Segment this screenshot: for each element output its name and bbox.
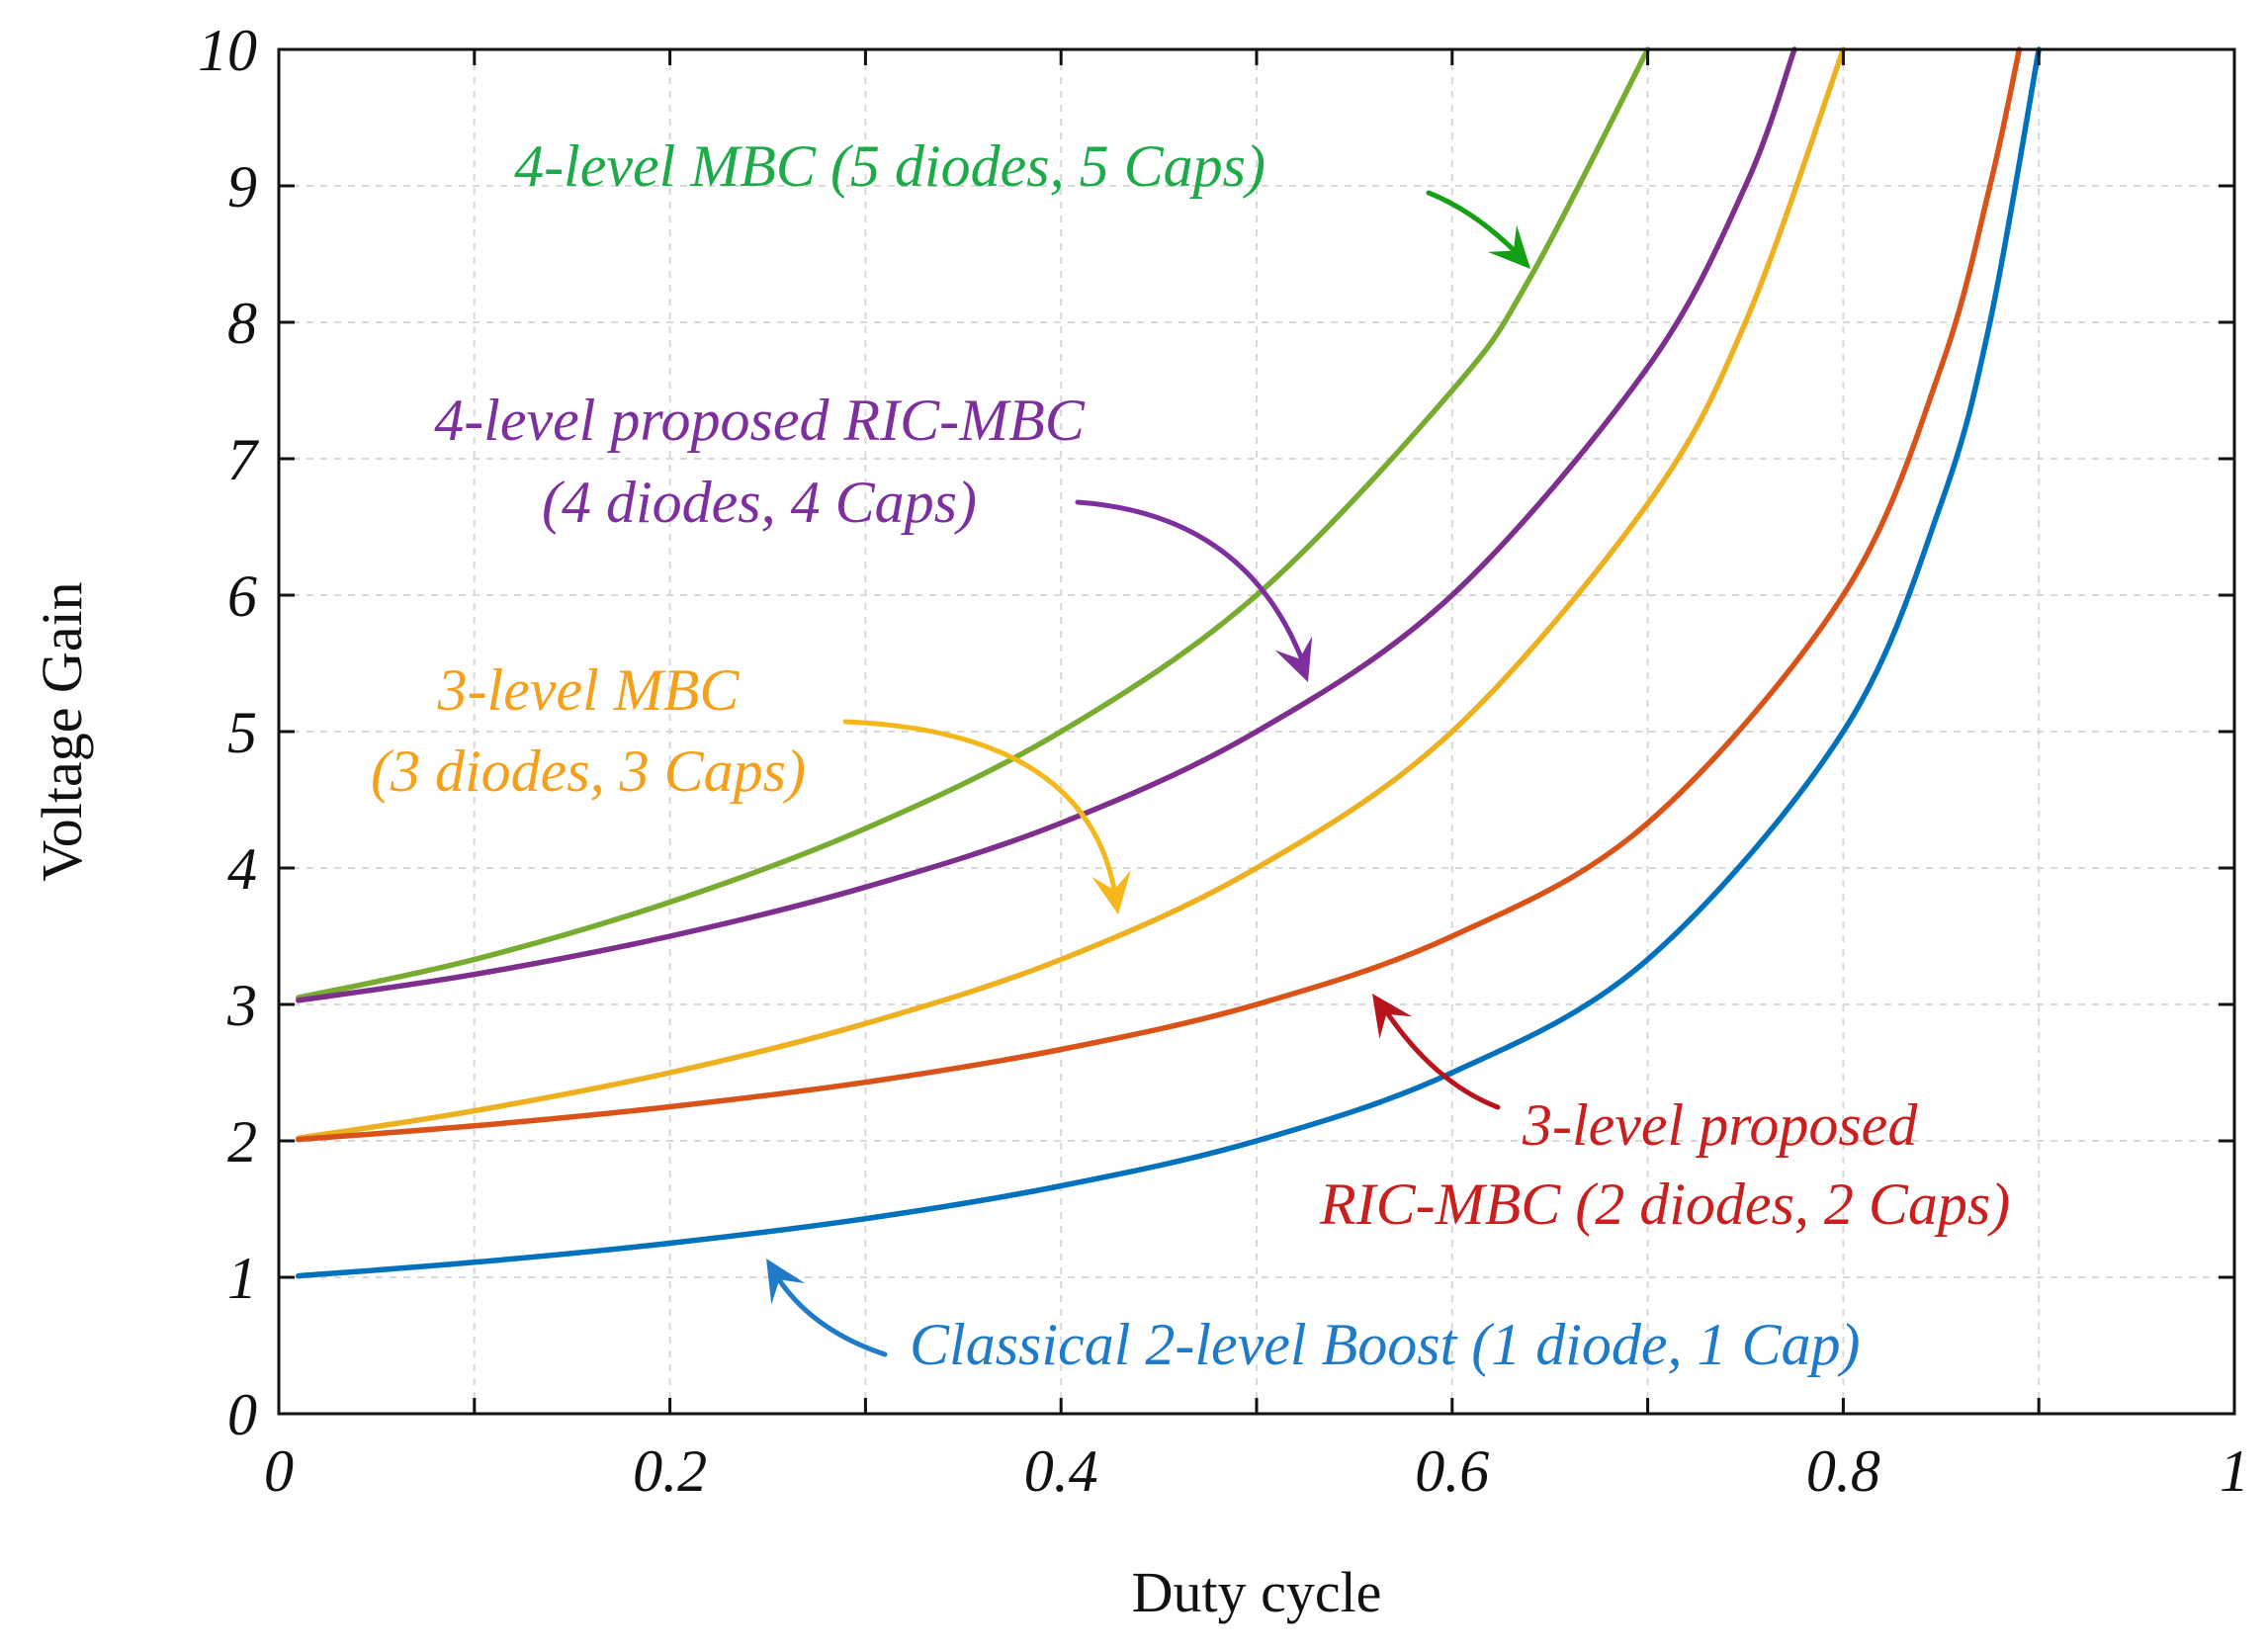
series-line-4-level-mbc bbox=[296, 46, 1651, 1000]
y-tick-label: 1 bbox=[227, 1246, 257, 1311]
y-tick-label: 0 bbox=[227, 1382, 257, 1447]
annotation-3-level-ric-mbc-line-2: RIC-MBC (2 diodes, 2 Caps) bbox=[1319, 1172, 2010, 1237]
arrow-3-level-mbc-head bbox=[1091, 870, 1131, 914]
annotation-4-level-ric-mbc-line-2: (4 diodes, 4 Caps) bbox=[542, 470, 977, 535]
y-tick-label: 10 bbox=[198, 18, 257, 83]
y-tick-label: 4 bbox=[227, 836, 257, 902]
y-tick-label: 9 bbox=[227, 154, 257, 219]
x-tick-labels: 0 0.2 0.4 0.6 0.8 1 bbox=[264, 1438, 2249, 1504]
arrow-4-level-mbc-head bbox=[1487, 224, 1530, 269]
arrow-3-level-mbc bbox=[842, 719, 1118, 898]
x-tick-label: 0.2 bbox=[633, 1438, 707, 1504]
arrow-classical-boost bbox=[773, 1272, 888, 1357]
y-tick-label: 8 bbox=[227, 291, 257, 356]
arrow-3-level-ric-mbc-head bbox=[1372, 994, 1413, 1039]
grid-lines bbox=[279, 49, 2234, 1414]
series-group bbox=[296, 46, 2042, 1279]
x-tick-label: 0.6 bbox=[1415, 1438, 1489, 1504]
series-line-classical-boost bbox=[296, 46, 2042, 1279]
arrow-4-level-mbc bbox=[1426, 190, 1526, 262]
annotation-labels: 4-level MBC (5 diodes, 5 Caps) 4-level pr… bbox=[371, 133, 2010, 1377]
x-axis-label: Duty cycle bbox=[1132, 1560, 1382, 1624]
y-tick-label: 2 bbox=[227, 1109, 257, 1174]
annotation-4-level-mbc-line-1: 4-level MBC (5 diodes, 5 Caps) bbox=[514, 133, 1265, 199]
y-tick-label: 7 bbox=[227, 427, 260, 492]
y-axis-label: Voltage Gain bbox=[30, 581, 94, 881]
y-tick-labels: 0 1 2 3 4 5 6 7 8 9 10 bbox=[198, 18, 260, 1447]
arrow-3-level-ric-mbc bbox=[1381, 1005, 1501, 1110]
x-tick-label: 1 bbox=[2220, 1438, 2249, 1504]
x-tick-label: 0 bbox=[264, 1438, 294, 1504]
axis-ticks bbox=[277, 47, 2236, 1416]
y-tick-label: 6 bbox=[227, 564, 257, 629]
annotation-classical-boost-line-1: Classical 2-level Boost (1 diode, 1 Cap) bbox=[910, 1312, 1861, 1377]
series-line-4-level-ric-mbc bbox=[296, 46, 1797, 1003]
x-tick-label: 0.8 bbox=[1806, 1438, 1880, 1504]
series-line-3-level-ric-mbc bbox=[296, 46, 2023, 1143]
annotation-4-level-ric-mbc-line-1: 4-level proposed RIC-MBC bbox=[434, 388, 1086, 453]
series-line-3-level-mbc bbox=[296, 46, 1847, 1141]
arrow-4-level-ric-mbc-head bbox=[1274, 636, 1313, 682]
annotation-arrows bbox=[766, 190, 1530, 1357]
annotation-3-level-mbc-line-1: 3-level MBC bbox=[437, 657, 741, 723]
y-tick-label: 3 bbox=[226, 973, 257, 1038]
annotation-3-level-mbc-line-2: (3 diodes, 3 Caps) bbox=[371, 739, 806, 804]
arrow-classical-boost-head bbox=[766, 1259, 806, 1305]
x-tick-label: 0.4 bbox=[1024, 1438, 1098, 1504]
annotation-3-level-ric-mbc-line-1: 3-level proposed bbox=[1522, 1092, 1918, 1158]
y-tick-label: 5 bbox=[227, 700, 257, 765]
arrow-4-level-ric-mbc bbox=[1075, 499, 1306, 665]
